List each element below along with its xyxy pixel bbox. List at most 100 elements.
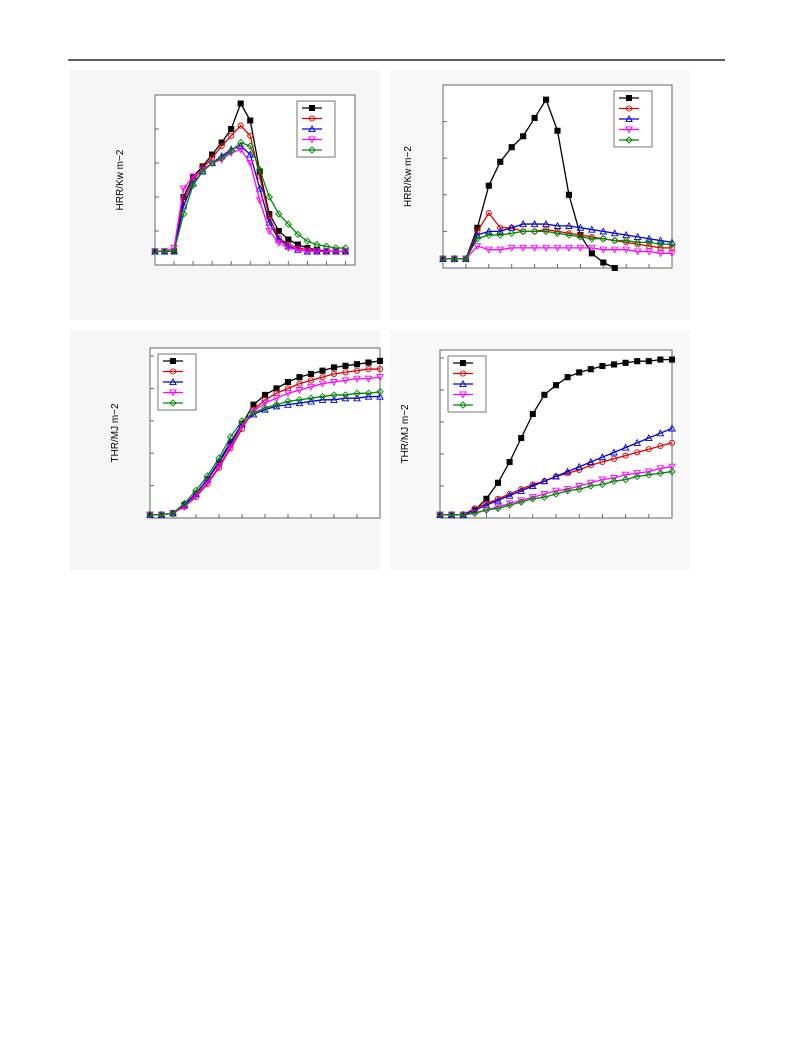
marker xyxy=(237,122,244,129)
marker xyxy=(633,472,641,481)
marker xyxy=(376,387,384,396)
marker xyxy=(376,366,384,373)
marker xyxy=(255,197,264,205)
legend-marker xyxy=(459,391,467,399)
marker xyxy=(645,238,653,247)
marker xyxy=(473,242,482,251)
marker xyxy=(485,182,492,189)
marker xyxy=(265,193,274,201)
marker xyxy=(249,409,258,417)
marker xyxy=(529,495,537,503)
marker xyxy=(668,463,676,471)
marker xyxy=(228,125,235,133)
legend-marker xyxy=(169,399,177,407)
marker xyxy=(272,395,281,403)
marker xyxy=(342,362,349,369)
marker xyxy=(215,463,223,471)
marker xyxy=(541,391,548,398)
legend-marker xyxy=(625,136,633,144)
marker xyxy=(203,479,212,487)
marker xyxy=(587,366,594,373)
marker xyxy=(587,482,595,490)
marker xyxy=(496,246,505,254)
marker xyxy=(633,248,642,256)
marker xyxy=(508,224,515,231)
marker xyxy=(586,457,595,466)
marker xyxy=(529,410,536,418)
marker xyxy=(261,391,269,399)
y-axis-label: HRR/Kw m−2 xyxy=(403,146,414,207)
marker xyxy=(517,498,525,506)
marker xyxy=(645,471,653,479)
marker xyxy=(496,231,504,239)
marker xyxy=(564,374,571,381)
marker xyxy=(611,236,619,245)
marker xyxy=(519,220,528,228)
marker xyxy=(318,392,327,401)
marker xyxy=(341,244,350,252)
marker xyxy=(554,127,561,134)
marker xyxy=(598,476,607,484)
series-line xyxy=(150,395,380,516)
marker xyxy=(656,465,665,473)
marker xyxy=(531,114,538,121)
marker xyxy=(295,396,304,404)
marker xyxy=(447,511,456,519)
marker xyxy=(598,480,607,489)
marker xyxy=(180,499,189,508)
marker xyxy=(575,485,583,493)
marker xyxy=(656,240,665,248)
series-line xyxy=(443,98,616,269)
legend-marker xyxy=(169,368,177,375)
marker xyxy=(364,389,373,398)
marker xyxy=(318,395,327,403)
marker xyxy=(611,264,618,272)
marker xyxy=(553,244,562,252)
marker xyxy=(588,234,596,243)
marker xyxy=(485,210,492,217)
series-line xyxy=(440,427,673,516)
legend-marker xyxy=(308,136,316,144)
marker xyxy=(332,244,340,252)
marker xyxy=(247,132,254,139)
marker xyxy=(238,422,246,430)
series-line xyxy=(443,211,672,260)
marker xyxy=(307,397,315,405)
marker xyxy=(261,399,269,408)
marker xyxy=(226,433,235,441)
marker xyxy=(575,462,584,470)
marker xyxy=(284,378,292,386)
marker xyxy=(215,454,223,462)
marker xyxy=(553,229,562,237)
marker xyxy=(364,392,373,400)
marker xyxy=(530,227,539,236)
marker xyxy=(261,404,269,412)
series-line xyxy=(440,470,673,516)
marker xyxy=(295,387,304,395)
legend-marker xyxy=(459,370,467,377)
marker xyxy=(364,375,373,383)
marker xyxy=(236,141,245,150)
marker xyxy=(296,380,303,387)
marker xyxy=(519,227,527,236)
marker xyxy=(330,364,338,371)
marker xyxy=(484,246,493,254)
marker xyxy=(307,370,315,377)
marker xyxy=(599,227,608,235)
marker xyxy=(198,167,207,176)
marker xyxy=(610,448,618,456)
marker xyxy=(565,191,572,198)
marker xyxy=(284,242,293,250)
marker xyxy=(610,474,618,483)
marker xyxy=(494,479,502,486)
marker xyxy=(146,511,154,519)
marker xyxy=(657,356,664,363)
marker xyxy=(296,374,303,381)
marker xyxy=(600,259,607,266)
marker xyxy=(376,357,384,365)
marker xyxy=(246,150,255,158)
marker xyxy=(272,400,281,409)
marker xyxy=(575,482,584,491)
marker xyxy=(565,244,573,252)
legend-marker xyxy=(308,104,316,112)
